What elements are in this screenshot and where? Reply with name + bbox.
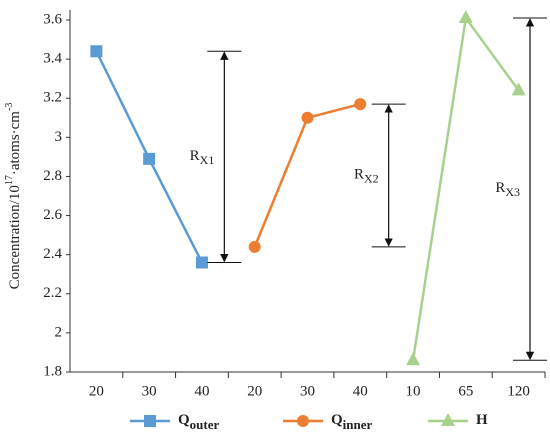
y-tick-label: 3.4 [43, 51, 62, 67]
y-label-part: -3 [4, 103, 15, 111]
data-point [195, 256, 208, 269]
y-tick-label: 2.2 [43, 285, 62, 301]
y-tick-label: 2 [55, 324, 63, 340]
legend-name: H [476, 412, 488, 428]
y-tick-label: 2.8 [43, 168, 62, 184]
legend-name-sub: outer [190, 417, 220, 432]
x-tick-label: 120 [507, 383, 530, 399]
legend-label: Qouter [178, 412, 220, 432]
x-tick-label: 20 [89, 383, 104, 399]
range-label: RX2 [354, 167, 379, 185]
range-label-sub: X3 [505, 185, 520, 199]
x-tick-label: 30 [300, 383, 315, 399]
y-tick-label: 1.8 [43, 363, 62, 379]
y-axis-label: Concentration/1017·atoms·cm-3 [4, 103, 23, 290]
legend-marker [297, 415, 309, 427]
data-point [248, 240, 261, 253]
legend-name-sub: inner [343, 417, 373, 432]
x-tick-label: 65 [458, 383, 473, 399]
legend-name: Q [178, 412, 190, 428]
y-tick-label: 3.6 [43, 11, 62, 27]
legend-name: Q [331, 412, 343, 428]
range-label-main: R [354, 167, 364, 183]
y-tick-label: 2.4 [43, 246, 62, 262]
y-label-part: ·atoms·cm [7, 111, 23, 175]
x-tick-label: 40 [194, 383, 209, 399]
range-label-main: R [190, 148, 200, 164]
data-point [90, 45, 103, 58]
legend-marker [144, 415, 156, 427]
range-label-sub: X1 [200, 153, 215, 167]
data-point [511, 82, 526, 96]
data-point [458, 10, 473, 24]
range-label: RX1 [190, 148, 215, 166]
x-tick-label: 20 [247, 383, 262, 399]
y-tick-label: 3 [55, 129, 63, 145]
y-tick-label: 2.6 [43, 207, 62, 223]
legend-label: Qinner [331, 412, 373, 432]
y-tick-label: 3.2 [43, 90, 62, 106]
data-point [301, 111, 314, 124]
y-label-part: 17 [4, 175, 15, 185]
legend-label: H [476, 412, 488, 428]
data-point [406, 352, 421, 366]
x-tick-label: 30 [142, 383, 157, 399]
range-label-main: R [495, 181, 505, 197]
data-point [143, 152, 156, 165]
data-point [354, 98, 367, 111]
series-line [253, 102, 361, 248]
x-tick-label: 40 [353, 383, 368, 399]
range-label: RX3 [495, 181, 520, 199]
y-label-part: Concentration/10 [7, 185, 23, 289]
x-tick-label: 10 [406, 383, 421, 399]
range-label-sub: X2 [364, 171, 379, 185]
legend-marker [441, 413, 455, 426]
